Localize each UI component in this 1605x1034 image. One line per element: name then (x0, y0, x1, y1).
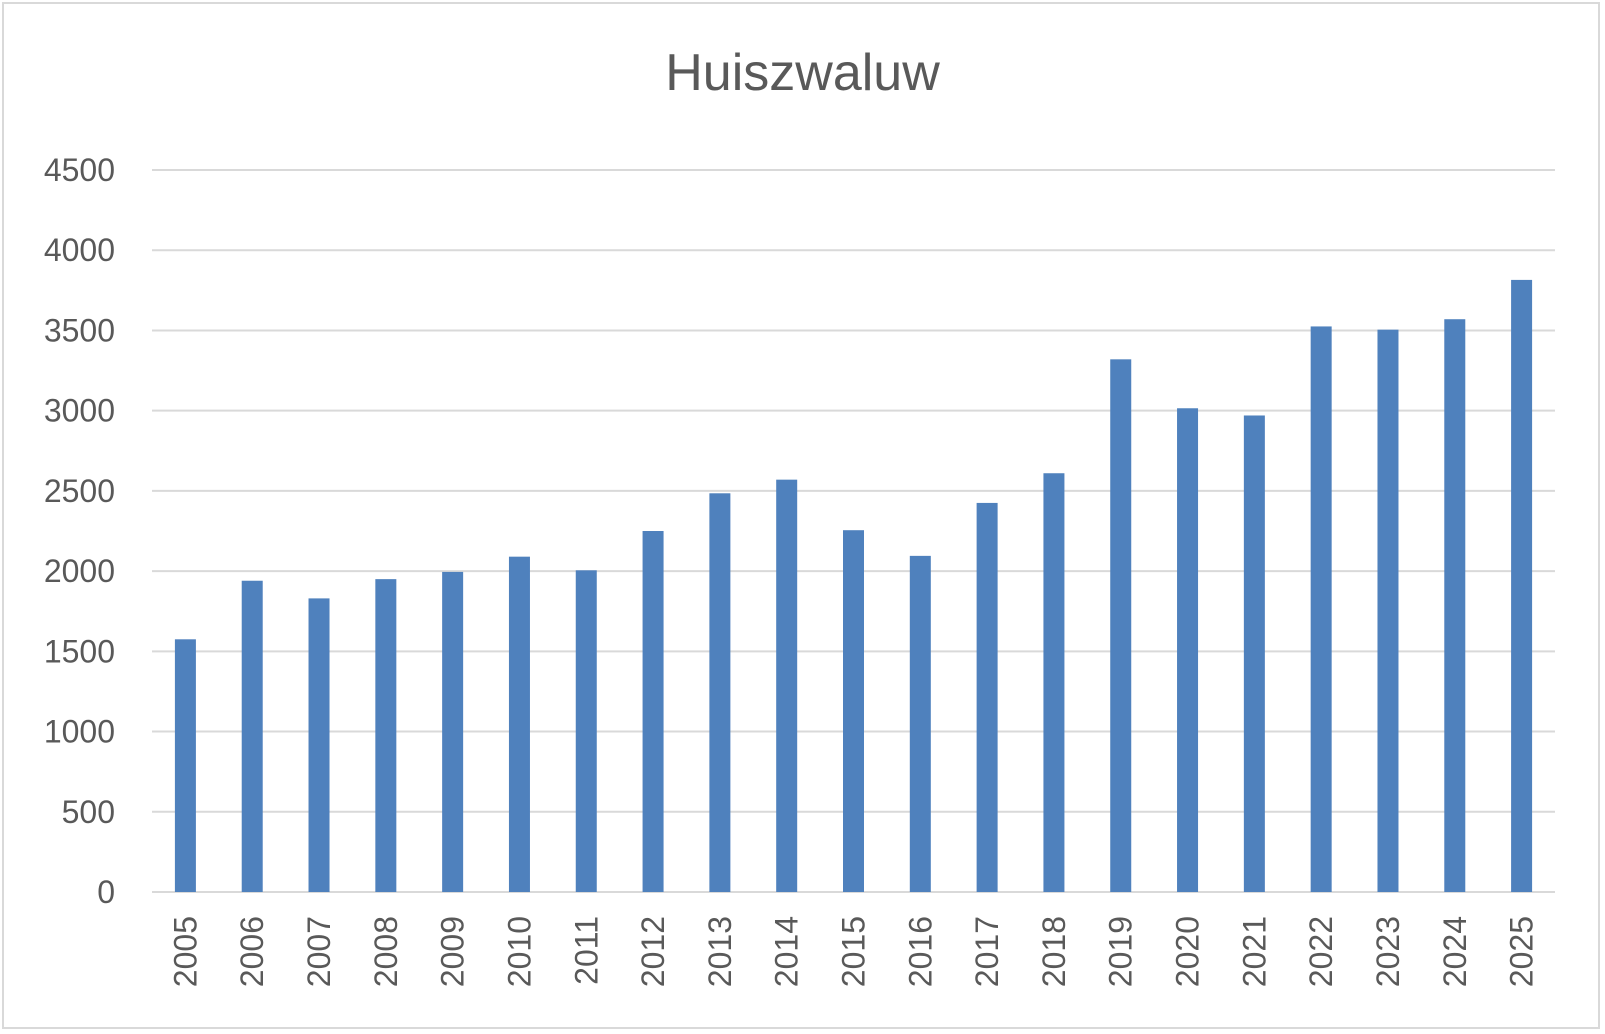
x-tick-label: 2005 (167, 916, 203, 987)
x-tick-label: 2015 (836, 916, 872, 987)
y-tick-label: 4500 (44, 152, 115, 188)
x-tick-label: 2025 (1504, 916, 1540, 987)
x-tick-label: 2012 (635, 916, 671, 987)
bar-2009 (442, 571, 464, 892)
bar-2012 (642, 531, 664, 892)
y-tick-label: 3500 (44, 312, 115, 348)
bar-2022 (1310, 326, 1332, 892)
bar-2011 (575, 570, 597, 892)
bar-2025 (1511, 279, 1533, 893)
bar-2007 (308, 598, 330, 892)
x-tick-label: 2009 (435, 916, 471, 987)
bar-2006 (241, 580, 263, 892)
y-tick-label: 4000 (44, 232, 115, 268)
x-tick-label: 2019 (1103, 916, 1139, 987)
x-tick-label: 2010 (501, 916, 537, 987)
y-tick-label: 3000 (44, 393, 115, 429)
y-tick-label: 1500 (44, 633, 115, 669)
x-axis-ticks: 2005 2006 2007 2008 2009 2010 2011 2012 2013 2014… (167, 916, 1539, 987)
bar-2024 (1444, 319, 1466, 892)
bar-2013 (709, 493, 731, 892)
x-tick-label: 2018 (1036, 916, 1072, 987)
x-tick-label: 2024 (1437, 916, 1473, 987)
x-tick-label: 2008 (368, 916, 404, 987)
x-tick-label: 2023 (1370, 916, 1406, 987)
bar-2016 (909, 555, 931, 892)
x-tick-label: 2016 (902, 916, 938, 987)
y-axis-ticks: 0 500 1000 1500 2000 2500 3000 3500 4000 4500 (44, 152, 115, 910)
x-tick-label: 2006 (234, 916, 270, 987)
bars (174, 279, 1533, 893)
x-tick-label: 2011 (568, 916, 604, 985)
x-tick-label: 2007 (301, 916, 337, 987)
bar-2020 (1177, 408, 1199, 892)
bar-2018 (1043, 473, 1065, 892)
y-tick-label: 1000 (44, 714, 115, 750)
y-tick-label: 2000 (44, 553, 115, 589)
bar-2015 (843, 530, 864, 892)
bar-2014 (776, 479, 798, 892)
x-tick-label: 2017 (969, 916, 1005, 987)
bar-2017 (976, 502, 998, 892)
bar-2010 (508, 556, 530, 892)
x-tick-label: 2013 (702, 916, 738, 987)
bar-2023 (1377, 329, 1399, 892)
bar-2005 (174, 639, 196, 892)
bar-2019 (1110, 359, 1132, 892)
x-tick-label: 2022 (1303, 916, 1339, 987)
x-tick-label: 2014 (769, 916, 805, 987)
bar-2008 (375, 579, 397, 892)
y-tick-label: 500 (62, 794, 115, 830)
chart-title: Huiszwaluw (665, 44, 940, 102)
y-tick-label: 2500 (44, 473, 115, 509)
x-tick-label: 2020 (1170, 916, 1206, 987)
y-tick-label: 0 (97, 874, 115, 910)
x-tick-label: 2021 (1236, 916, 1272, 987)
bar-2021 (1243, 415, 1265, 892)
